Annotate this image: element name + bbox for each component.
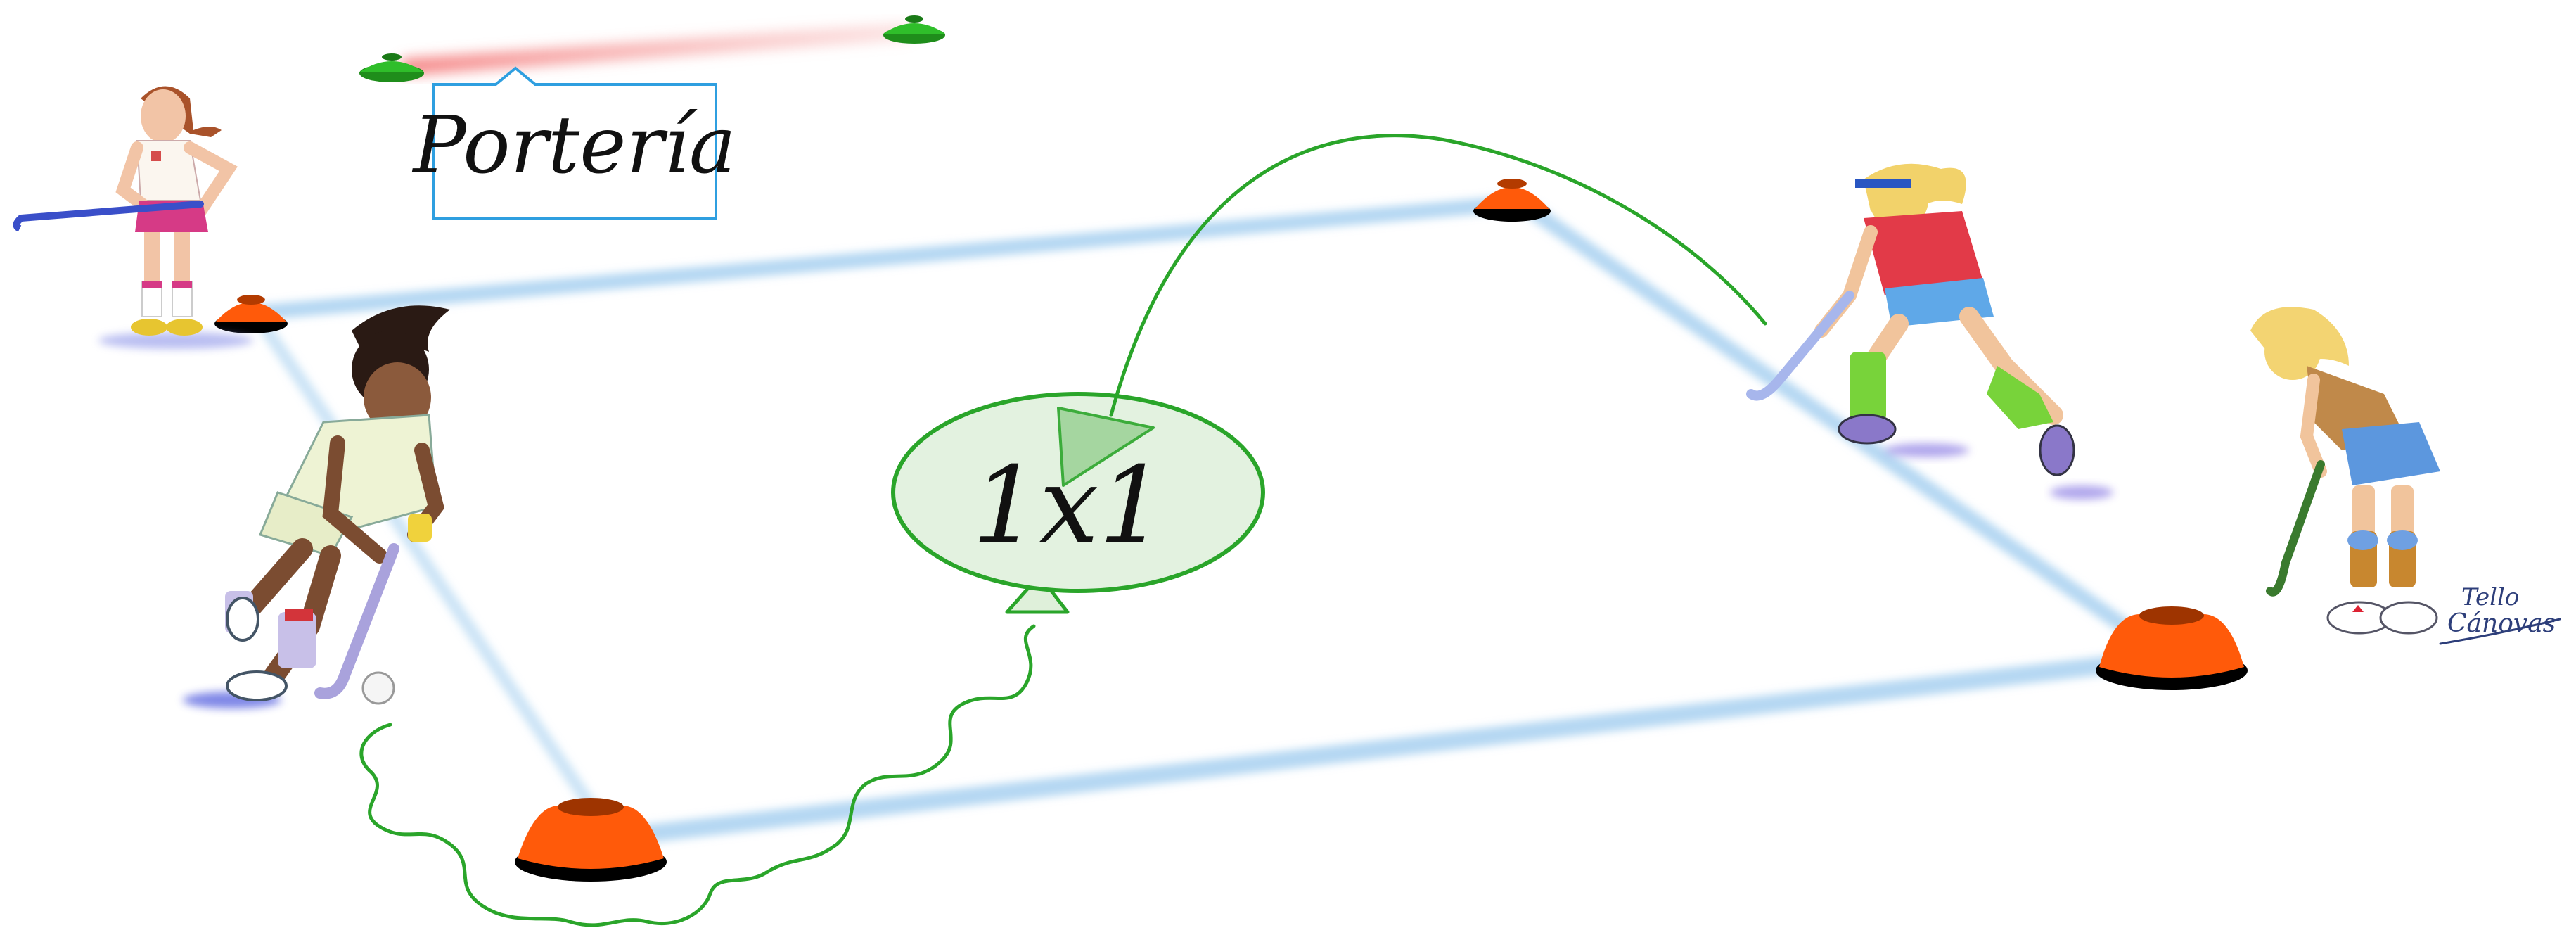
goal-label: Portería — [411, 100, 736, 191]
dribbler-player — [183, 305, 450, 708]
field-lines — [245, 196, 2167, 843]
orange-cone-bottom-right — [2096, 606, 2248, 690]
orange-cone-bottom-left — [515, 798, 667, 882]
dribble-arrow-head — [1005, 573, 1070, 614]
green-cone-left — [359, 53, 424, 82]
pass-arrow-head — [1057, 407, 1155, 487]
goal-line — [399, 23, 912, 75]
field-line-top — [245, 196, 1513, 321]
dribble-path — [359, 624, 1036, 927]
signature: Tello Cánovas — [2439, 583, 2561, 645]
orange-cone-top-left — [214, 295, 288, 333]
signature-first: Tello — [2461, 583, 2519, 611]
pass-arc — [1109, 134, 1767, 417]
goalkeeper-player — [13, 86, 253, 349]
orange-cone-top-right — [1473, 179, 1551, 222]
field-line-bottom — [638, 656, 2119, 843]
defender-player — [1746, 163, 2113, 500]
ball — [361, 671, 395, 705]
goal-label-box: Portería — [411, 66, 736, 220]
drill-bubble: 1x1 — [891, 392, 1265, 593]
waiting-player — [2250, 307, 2440, 635]
green-cone-right — [883, 15, 945, 44]
field-line-left — [261, 324, 604, 822]
